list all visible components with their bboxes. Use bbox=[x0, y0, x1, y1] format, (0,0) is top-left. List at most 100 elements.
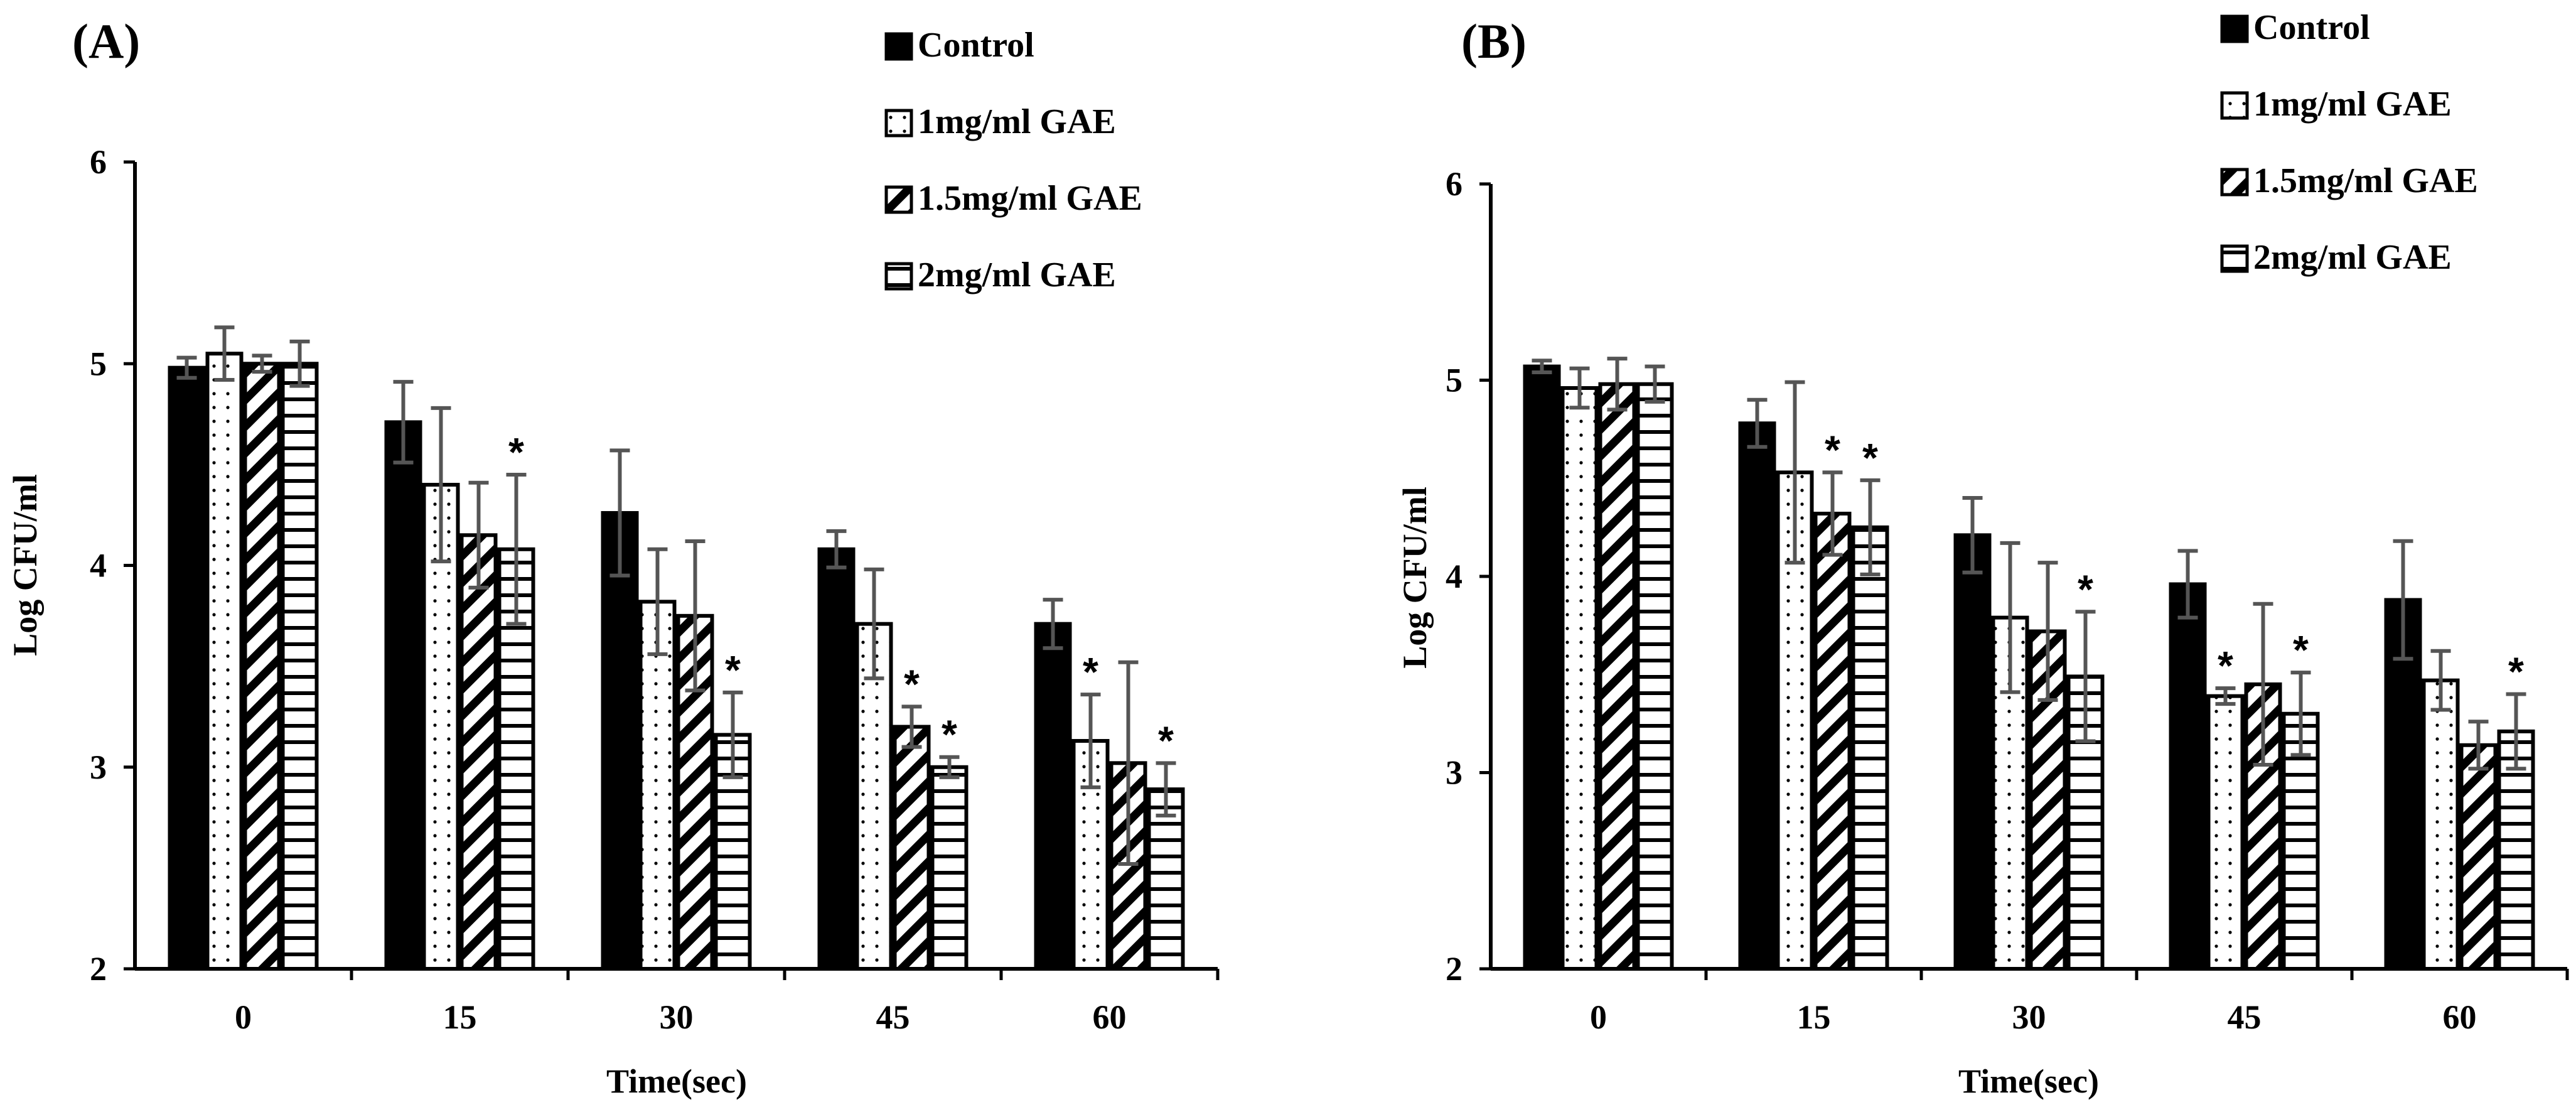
bar-dots bbox=[638, 600, 677, 971]
error-bar bbox=[468, 480, 489, 590]
bar-diagonal bbox=[243, 362, 281, 971]
error-bar bbox=[2037, 561, 2058, 702]
significance-asterisk: * bbox=[1158, 718, 1174, 763]
bar-solid bbox=[168, 365, 206, 971]
significance-asterisk: * bbox=[1862, 435, 1878, 480]
significance-asterisk: * bbox=[1083, 649, 1098, 694]
error-bar bbox=[2290, 671, 2311, 757]
bar-dots bbox=[422, 483, 460, 971]
significance-asterisk: * bbox=[2508, 649, 2524, 694]
bar-horizontal bbox=[281, 362, 319, 971]
x-tick-label: 0 bbox=[1590, 998, 1607, 1036]
error-bar bbox=[2177, 549, 2198, 620]
legend-swatch-horizontal bbox=[884, 262, 913, 291]
legend-item: 2mg/ml GAE bbox=[884, 256, 1116, 294]
error-bar bbox=[2506, 692, 2526, 771]
y-tick-label: 3 bbox=[1446, 754, 1462, 792]
error-bar bbox=[1860, 478, 1881, 576]
legend-label: Control bbox=[918, 26, 1034, 65]
y-tick-label: 2 bbox=[90, 950, 107, 988]
legend-swatch-dots bbox=[2220, 91, 2249, 120]
error-bar bbox=[1645, 364, 1665, 404]
legend-item: 1mg/ml GAE bbox=[2220, 85, 2452, 124]
error-bar bbox=[2075, 610, 2096, 743]
y-axis-title: Log CFU/ml bbox=[1396, 487, 1434, 669]
error-bar bbox=[252, 353, 272, 374]
legend-item: 1.5mg/ml GAE bbox=[884, 179, 1142, 218]
legend-swatch-diagonal bbox=[2220, 168, 2249, 197]
error-bar bbox=[864, 567, 884, 681]
bar-dots bbox=[1560, 386, 1599, 971]
error-bar bbox=[2393, 539, 2413, 661]
y-tick-label: 4 bbox=[90, 547, 107, 585]
significance-asterisk: * bbox=[2293, 627, 2309, 672]
legend: Control 1mg/ml GAE 1.5mg/ml GAE 2mg/ml GAE bbox=[2220, 8, 2478, 277]
legend-swatch-dots bbox=[884, 109, 913, 138]
significance-asterisk: * bbox=[725, 647, 741, 693]
y-tick-label: 6 bbox=[1446, 165, 1462, 203]
error-bar bbox=[214, 325, 235, 382]
significance-asterisk: * bbox=[2078, 566, 2093, 612]
error-bar bbox=[1607, 357, 1628, 412]
bar-diagonal bbox=[459, 533, 498, 971]
error-bar bbox=[1962, 496, 1983, 575]
bar-dots bbox=[205, 352, 244, 971]
y-tick-label: 5 bbox=[1446, 362, 1462, 399]
error-bar bbox=[647, 547, 668, 656]
bar-solid bbox=[601, 510, 639, 971]
error-bar bbox=[1043, 598, 1063, 650]
error-bar bbox=[289, 339, 310, 388]
error-bar bbox=[393, 380, 414, 465]
legend-label: 2mg/ml GAE bbox=[2253, 238, 2452, 277]
legend-label: 1.5mg/ml GAE bbox=[918, 179, 1142, 218]
error-bar bbox=[609, 448, 630, 578]
x-tick-label: 15 bbox=[443, 998, 477, 1036]
legend-swatch-diagonal bbox=[884, 185, 913, 214]
bar-diagonal bbox=[893, 725, 931, 971]
bar-solid bbox=[1738, 421, 1776, 971]
legend-swatch-horizontal bbox=[2220, 244, 2249, 273]
legend-label: 2mg/ml GAE bbox=[918, 256, 1116, 294]
x-tick-label: 15 bbox=[1797, 998, 1831, 1036]
legend-label: 1mg/ml GAE bbox=[918, 102, 1116, 141]
bar-horizontal bbox=[930, 765, 969, 971]
error-bar bbox=[1747, 397, 1768, 449]
legend-label: 1.5mg/ml GAE bbox=[2253, 161, 2478, 200]
x-axis-title: Time(sec) bbox=[1958, 1062, 2099, 1100]
error-bar bbox=[1080, 693, 1101, 789]
bar-solid bbox=[2169, 582, 2207, 971]
error-bar bbox=[2468, 720, 2489, 771]
error-bar bbox=[901, 704, 922, 749]
error-bar bbox=[1569, 366, 1590, 410]
error-bar bbox=[2430, 649, 2451, 712]
significance-asterisk: * bbox=[2218, 643, 2233, 688]
error-bar bbox=[1822, 470, 1843, 557]
error-bar bbox=[176, 355, 197, 380]
error-bar bbox=[506, 472, 527, 626]
y-tick-label: 6 bbox=[90, 143, 107, 181]
bar-solid bbox=[817, 547, 856, 971]
y-tick-label: 5 bbox=[90, 345, 107, 382]
legend-label: 1mg/ml GAE bbox=[2253, 85, 2452, 124]
bar-diagonal bbox=[1598, 382, 1636, 971]
significance-asterisk: * bbox=[904, 661, 920, 706]
significance-asterisk: * bbox=[508, 429, 524, 475]
bar-diagonal bbox=[1813, 512, 1852, 971]
x-tick-label: 0 bbox=[235, 998, 252, 1036]
error-bar bbox=[1784, 380, 1805, 565]
legend-item: 2mg/ml GAE bbox=[2220, 238, 2452, 277]
legend-item: Control bbox=[884, 26, 1034, 65]
significance-asterisk: * bbox=[1825, 427, 1840, 472]
error-bar bbox=[722, 690, 743, 779]
significance-asterisk: * bbox=[942, 712, 957, 757]
error-bar bbox=[2253, 602, 2273, 767]
bar-diagonal bbox=[2459, 743, 2498, 971]
x-tick-label: 30 bbox=[2012, 998, 2046, 1036]
legend-item: Control bbox=[2220, 8, 2370, 47]
error-bar bbox=[685, 539, 706, 693]
x-tick-label: 45 bbox=[876, 998, 910, 1036]
error-bar bbox=[939, 755, 960, 779]
